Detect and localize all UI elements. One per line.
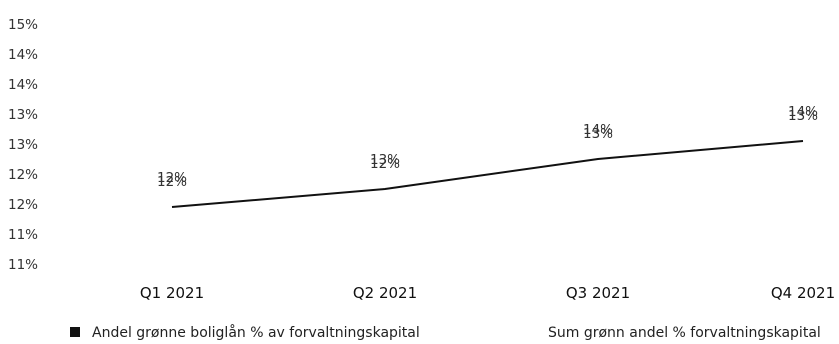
y-tick-label: 12% — [8, 197, 38, 213]
y-axis-ticks: 15% 14% 14% 13% 13% 12% 12% 11% 11% — [8, 17, 38, 273]
data-label: 13% — [583, 126, 613, 142]
data-label: 13% — [788, 108, 818, 124]
x-category-label: Q3 2021 — [566, 284, 630, 302]
y-tick-label: 14% — [8, 47, 38, 63]
y-tick-label: 15% — [8, 17, 38, 33]
legend-item: Sum grønn andel % forvaltningskapital — [548, 325, 821, 341]
data-label: 13% — [370, 152, 400, 168]
x-category-label: Q4 2021 — [771, 284, 835, 302]
x-category-label: Q2 2021 — [353, 284, 417, 302]
data-label: 12% — [157, 174, 187, 190]
series-line — [171, 140, 804, 208]
y-tick-label: 12% — [8, 167, 38, 183]
y-tick-label: 11% — [8, 227, 38, 243]
data-label: 14% — [583, 122, 613, 138]
legend-marker-square — [70, 327, 80, 337]
legend-item: Andel grønne boliglån % av forvaltningsk… — [92, 324, 420, 341]
legend: Andel grønne boliglån % av forvaltningsk… — [70, 324, 821, 341]
y-tick-label: 13% — [8, 137, 38, 153]
y-tick-label: 11% — [8, 257, 38, 273]
y-tick-label: 13% — [8, 107, 38, 123]
data-label: 14% — [788, 104, 818, 120]
y-tick-label: 14% — [8, 77, 38, 93]
data-label: 12% — [157, 170, 187, 186]
x-category-label: Q1 2021 — [140, 284, 204, 302]
x-axis-categories: Q1 2021 Q2 2021 Q3 2021 Q4 2021 — [140, 284, 835, 302]
data-labels: 12%12%13%13%12%13%14%14% — [157, 104, 818, 190]
data-label: 12% — [370, 156, 400, 172]
series-lines — [171, 140, 804, 208]
